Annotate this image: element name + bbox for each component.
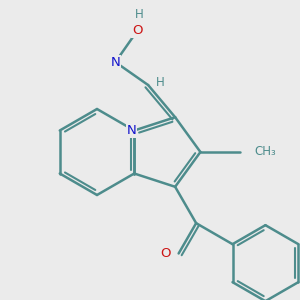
Text: O: O (132, 25, 142, 38)
Text: H: H (135, 8, 143, 22)
Text: O: O (160, 247, 171, 260)
Text: N: N (126, 124, 136, 137)
Text: CH₃: CH₃ (254, 146, 276, 158)
Text: N: N (110, 56, 120, 69)
Text: H: H (156, 76, 164, 88)
